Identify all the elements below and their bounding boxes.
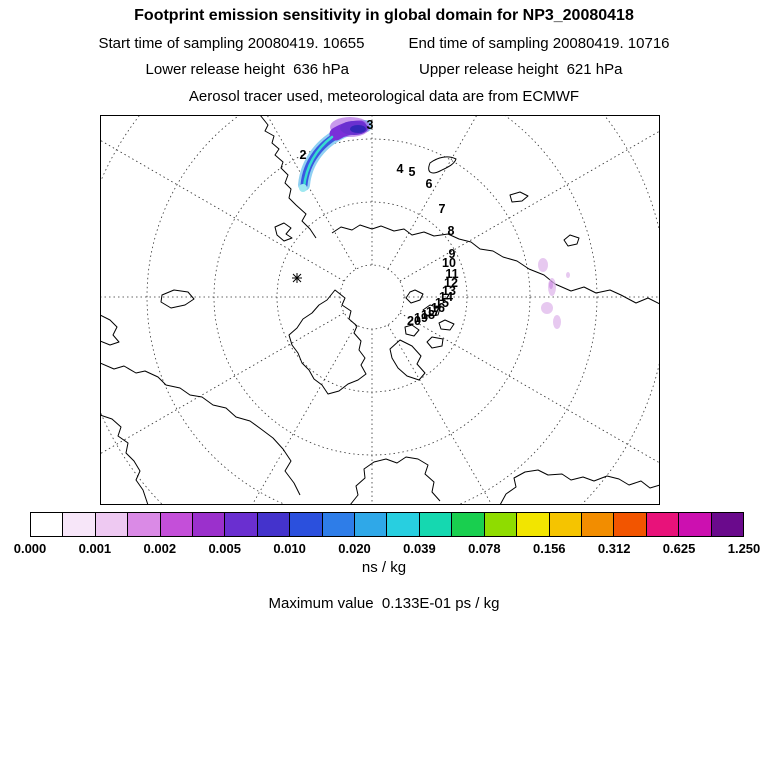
tracer-info-line: Aerosol tracer used, meteorological data… — [188, 88, 580, 105]
colorbar-tick-labels: 0.000 0.001 0.002 0.005 0.010 0.020 0.039 0.078… — [14, 541, 761, 557]
colorbar-segment — [224, 513, 257, 536]
trajectory-point-label: 3 — [367, 118, 374, 132]
colorbar-segment — [321, 513, 355, 536]
colorbar-segment — [159, 513, 193, 536]
start-time-text: Start time of sampling 20080419. 10655 — [98, 35, 365, 52]
colorbar-segment — [451, 513, 484, 536]
colorbar-segment — [62, 513, 95, 536]
trajectory-point-label: 20 — [407, 314, 421, 328]
colorbar-segment — [645, 513, 679, 536]
colorbar-segment — [256, 513, 290, 536]
colorbar-segment — [678, 513, 711, 536]
lower-release-text: Lower release height 636 hPa — [145, 61, 349, 78]
trajectory-point-label: 4 — [397, 162, 404, 176]
trajectory-point-label: 13 — [442, 284, 456, 298]
trajectory-point-label: 15 — [435, 296, 449, 310]
colorbar-tick-label: 0.020 — [338, 541, 371, 556]
trajectory-point-label: 16 — [431, 301, 445, 315]
colorbar-segment — [31, 513, 63, 536]
colorbar-tick-label: 0.625 — [662, 541, 696, 556]
map-frame — [100, 115, 660, 505]
colorbar-segment — [386, 513, 419, 536]
trajectory-point-label: 2 — [300, 148, 307, 162]
sampling-times-line: Start time of sampling 20080419. 10655 E… — [0, 35, 768, 52]
trajectory-point-label: 11 — [445, 267, 458, 281]
colorbar-segment — [192, 513, 225, 536]
colorbar-tick-label: 0.002 — [143, 541, 177, 556]
sensitivity-patches — [538, 258, 570, 329]
colorbar-segment — [354, 513, 387, 536]
colorbar-segment — [710, 513, 743, 536]
colorbar-segment — [418, 513, 452, 536]
colorbar-units-label: ns / kg — [361, 559, 407, 576]
trajectory-point-label: 6 — [426, 177, 433, 191]
colorbar-segment — [516, 513, 549, 536]
trajectory-point-label: 19 — [414, 311, 428, 325]
colorbar-tick-label: 0.312 — [597, 541, 631, 556]
trajectory-point-label: 14 — [439, 290, 453, 304]
colorbar-segment — [580, 513, 614, 536]
release-marker — [292, 273, 302, 283]
figure-title: Footprint emission sensitivity in global… — [134, 7, 634, 24]
trajectory-point-label: 17 — [426, 305, 440, 319]
colorbar-tick-label: 0.156 — [532, 541, 566, 556]
colorbar-tick-label: 1.250 — [727, 541, 761, 556]
trajectory-point-label: 7 — [439, 202, 446, 216]
release-heights-line: Lower release height 636 hPa Upper relea… — [0, 61, 768, 78]
colorbar-segment — [289, 513, 322, 536]
end-time-text: End time of sampling 20080419. 10716 — [408, 35, 670, 52]
colorbar-tick-label: 0.005 — [208, 541, 241, 556]
colorbar-segment — [94, 513, 128, 536]
graticule — [100, 115, 660, 505]
trajectory-point-label: 5 — [409, 165, 416, 179]
colorbar-tick-label: 0.039 — [403, 541, 436, 556]
colorbar-tick-label: 0.000 — [13, 541, 47, 556]
coastlines — [100, 115, 660, 505]
emission-plume — [298, 117, 372, 192]
colorbar — [30, 512, 744, 537]
trajectory-point-label: 18 — [421, 308, 435, 322]
trajectory-point-label: 9 — [449, 247, 456, 261]
colorbar-segment — [483, 513, 517, 536]
trajectory-point-label: 10 — [442, 256, 456, 270]
colorbar-segment — [613, 513, 646, 536]
maximum-value-label: Maximum value 0.133E-01 ps / kg — [268, 595, 500, 612]
colorbar-segment — [127, 513, 160, 536]
colorbar-tick-label: 0.001 — [78, 541, 112, 556]
colorbar-segment — [548, 513, 581, 536]
colorbar-tick-label: 0.010 — [273, 541, 306, 556]
colorbar-tick-label: 0.078 — [468, 541, 501, 556]
trajectory-point-label: 12 — [444, 276, 458, 290]
upper-release-text: Upper release height 621 hPa — [419, 61, 623, 78]
trajectory-point-label: 8 — [448, 224, 455, 238]
